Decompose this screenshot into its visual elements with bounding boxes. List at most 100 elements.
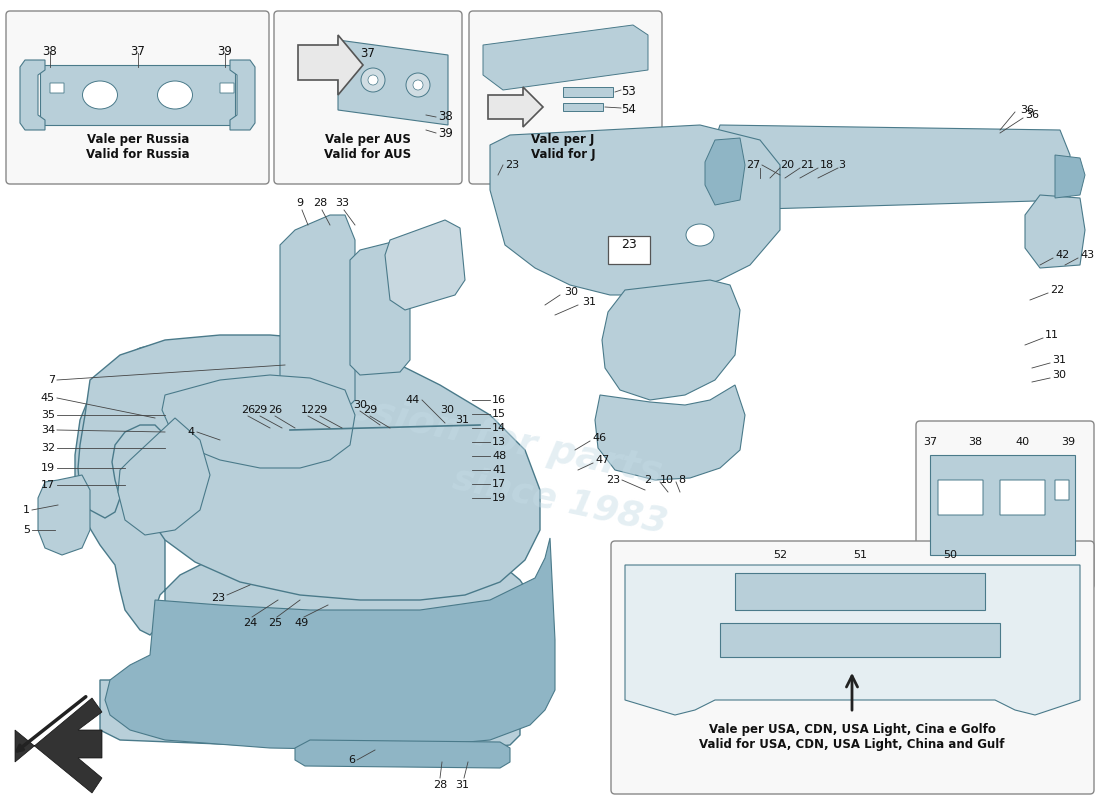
Text: 4: 4	[188, 427, 195, 437]
Ellipse shape	[157, 81, 192, 109]
Text: 45: 45	[41, 393, 55, 403]
Polygon shape	[385, 220, 465, 310]
Text: Vale per Russia
Valid for Russia: Vale per Russia Valid for Russia	[86, 133, 190, 161]
Text: 44: 44	[406, 395, 420, 405]
Text: 23: 23	[621, 238, 637, 250]
Text: 29: 29	[253, 405, 267, 415]
Text: 16: 16	[492, 395, 506, 405]
Text: 37: 37	[923, 437, 937, 447]
Text: 37: 37	[131, 45, 145, 58]
Text: 1: 1	[23, 505, 30, 515]
Polygon shape	[930, 455, 1075, 555]
Text: Vale per J
Valid for J: Vale per J Valid for J	[530, 133, 595, 161]
Polygon shape	[602, 280, 740, 400]
Text: 46: 46	[592, 433, 606, 443]
Text: 35: 35	[41, 410, 55, 420]
Text: 31: 31	[455, 415, 469, 425]
Text: 22: 22	[1050, 285, 1065, 295]
Text: Valid for USA, CDN, USA Light, China and Gulf: Valid for USA, CDN, USA Light, China and…	[700, 738, 1004, 751]
Text: 18: 18	[820, 160, 834, 170]
FancyBboxPatch shape	[469, 11, 662, 184]
Text: 12: 12	[301, 405, 315, 415]
Text: 6: 6	[348, 755, 355, 765]
Polygon shape	[78, 335, 540, 600]
Text: 23: 23	[211, 593, 226, 603]
Polygon shape	[705, 138, 745, 205]
Text: 30: 30	[564, 287, 578, 297]
Polygon shape	[595, 385, 745, 480]
Ellipse shape	[686, 224, 714, 246]
Text: 32: 32	[41, 443, 55, 453]
Text: 10: 10	[660, 475, 674, 485]
Text: 30: 30	[440, 405, 454, 415]
Text: 24: 24	[243, 618, 257, 628]
Polygon shape	[1025, 195, 1085, 268]
Text: 29: 29	[363, 405, 377, 415]
Text: 39: 39	[438, 127, 453, 140]
Text: 53: 53	[621, 85, 636, 98]
Text: 15: 15	[492, 409, 506, 419]
Text: 49: 49	[295, 618, 309, 628]
Text: 21: 21	[800, 160, 814, 170]
Text: 2: 2	[644, 475, 651, 485]
Polygon shape	[280, 215, 355, 420]
Text: 43: 43	[1080, 250, 1094, 260]
Text: 30: 30	[1052, 370, 1066, 380]
Text: 31: 31	[455, 780, 469, 790]
Polygon shape	[295, 740, 510, 768]
Text: 29: 29	[312, 405, 327, 415]
Polygon shape	[1055, 155, 1085, 198]
Text: 26: 26	[268, 405, 282, 415]
Text: 28: 28	[312, 198, 327, 208]
Text: 25: 25	[268, 618, 282, 628]
Polygon shape	[20, 60, 45, 130]
Text: 19: 19	[492, 493, 506, 503]
Text: 54: 54	[621, 103, 636, 116]
Text: 13: 13	[492, 437, 506, 447]
Text: 52: 52	[773, 550, 788, 560]
Polygon shape	[488, 87, 543, 127]
Text: 31: 31	[1052, 355, 1066, 365]
Text: 11: 11	[1045, 330, 1059, 340]
Text: 28: 28	[433, 780, 447, 790]
Text: 50: 50	[943, 550, 957, 560]
Text: 5: 5	[23, 525, 30, 535]
Polygon shape	[338, 40, 448, 125]
Polygon shape	[483, 25, 648, 90]
Text: 38: 38	[438, 110, 453, 123]
Text: 17: 17	[492, 479, 506, 489]
Text: 31: 31	[582, 297, 596, 307]
FancyBboxPatch shape	[608, 236, 650, 264]
Polygon shape	[563, 87, 613, 97]
Text: 42: 42	[1055, 250, 1069, 260]
Polygon shape	[298, 35, 363, 95]
Text: Vale per AUS
Valid for AUS: Vale per AUS Valid for AUS	[324, 133, 411, 161]
FancyBboxPatch shape	[274, 11, 462, 184]
Text: 37: 37	[361, 47, 375, 60]
Text: 39: 39	[218, 45, 232, 58]
Polygon shape	[39, 475, 90, 555]
Text: 3: 3	[838, 160, 845, 170]
Text: 39: 39	[1060, 437, 1075, 447]
FancyBboxPatch shape	[938, 480, 983, 515]
Polygon shape	[350, 240, 410, 375]
Polygon shape	[490, 125, 780, 295]
Text: 19: 19	[41, 463, 55, 473]
FancyBboxPatch shape	[220, 83, 234, 93]
Text: 36: 36	[1025, 110, 1040, 120]
FancyBboxPatch shape	[1055, 480, 1069, 500]
Text: 38: 38	[968, 437, 982, 447]
Polygon shape	[710, 125, 1070, 210]
Text: Vale per USA, CDN, USA Light, Cina e Golfo: Vale per USA, CDN, USA Light, Cina e Gol…	[708, 723, 996, 736]
Polygon shape	[735, 573, 984, 610]
Text: 23: 23	[505, 160, 519, 170]
Text: 40: 40	[1015, 437, 1030, 447]
Text: a passion for parts: a passion for parts	[254, 369, 666, 491]
Circle shape	[412, 80, 424, 90]
Circle shape	[406, 73, 430, 97]
Text: 20: 20	[780, 160, 794, 170]
Polygon shape	[15, 698, 102, 793]
Circle shape	[361, 68, 385, 92]
Text: 30: 30	[353, 400, 367, 410]
Text: 23: 23	[606, 475, 620, 485]
